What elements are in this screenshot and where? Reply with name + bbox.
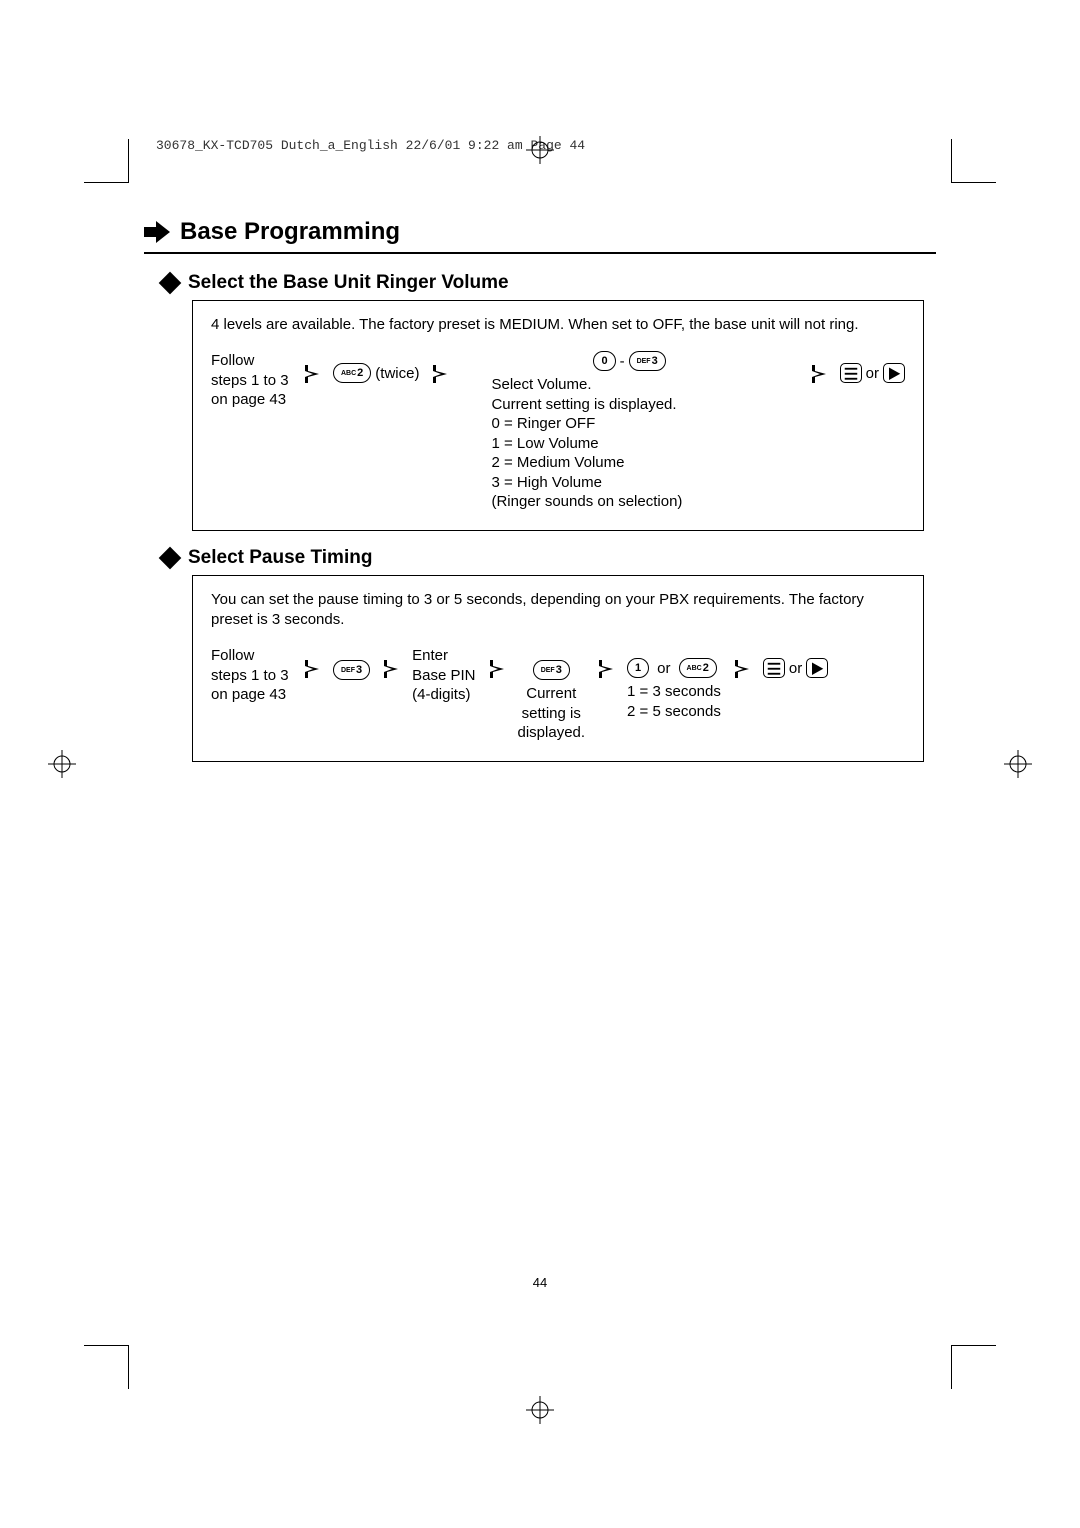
pointer-icon: [735, 660, 749, 678]
pointer-icon: [384, 660, 398, 678]
section-title-text: Select the Base Unit Ringer Volume: [188, 272, 509, 294]
key-0: 0: [593, 351, 615, 371]
print-slug: 30678_KX-TCD705 Dutch_a_English 22/6/01 …: [156, 138, 585, 153]
instruction-flow: Follow steps 1 to 3 on page 43 ABC2 (twi…: [211, 351, 905, 512]
crop-mark: [84, 1302, 128, 1346]
pointer-icon: [433, 365, 447, 383]
step-confirm: or: [763, 658, 828, 682]
crop-mark: [952, 1302, 996, 1346]
registration-mark-icon: [1004, 750, 1032, 778]
registration-mark-icon: [526, 136, 554, 164]
chapter-title-text: Base Programming: [180, 218, 400, 246]
pointer-icon: [305, 365, 319, 383]
menu-button-icon: [763, 658, 785, 678]
step-confirm: or: [840, 363, 905, 387]
diamond-icon: [159, 272, 182, 295]
section-box: 4 levels are available. The factory pres…: [192, 300, 924, 531]
step-key: DEF3 Current setting is displayed.: [518, 646, 586, 743]
step-enter-pin: Enter Base PIN (4-digits): [412, 646, 475, 705]
arrow-right-icon: [144, 221, 170, 243]
section-title: Select the Base Unit Ringer Volume: [162, 272, 936, 294]
pointer-icon: [812, 365, 826, 383]
key-abc2: ABC2: [333, 363, 371, 383]
page-frame: 30678_KX-TCD705 Dutch_a_English 22/6/01 …: [84, 132, 996, 1396]
step-key: DEF3: [333, 660, 370, 680]
diamond-icon: [159, 546, 182, 569]
step-prev: Follow steps 1 to 3 on page 43: [211, 646, 291, 705]
play-button-icon: [806, 658, 828, 678]
registration-mark-icon: [526, 1396, 554, 1424]
menu-button-icon: [840, 363, 862, 383]
play-button-icon: [883, 363, 905, 383]
step-prev: Follow steps 1 to 3 on page 43: [211, 351, 291, 410]
step-select-volume: 0 - DEF3 Select Volume. Current setting …: [491, 351, 797, 512]
key-def3: DEF3: [533, 660, 570, 680]
step-key: ABC2 (twice): [333, 363, 419, 387]
section-box: You can set the pause timing to 3 or 5 s…: [192, 575, 924, 762]
key-abc2: ABC2: [679, 658, 717, 678]
pointer-icon: [490, 660, 504, 678]
page-number: 44: [144, 1275, 936, 1290]
pointer-icon: [305, 660, 319, 678]
pointer-icon: [599, 660, 613, 678]
crop-mark: [952, 182, 996, 226]
section-title-text: Select Pause Timing: [188, 547, 372, 569]
chapter-title: Base Programming: [144, 218, 936, 254]
section-title: Select Pause Timing: [162, 547, 936, 569]
instruction-flow: Follow steps 1 to 3 on page 43 DEF3 Ente…: [211, 646, 905, 743]
key-def3: DEF3: [333, 660, 370, 680]
registration-mark-icon: [48, 750, 76, 778]
step-select-option: 1 or ABC2 1 = 3 seconds 2 = 5 seconds: [627, 646, 721, 721]
section-intro: 4 levels are available. The factory pres…: [211, 315, 905, 335]
page-body: Base Programming Select the Base Unit Ri…: [144, 218, 936, 1310]
key-1: 1: [627, 658, 649, 678]
crop-mark: [84, 182, 128, 226]
section-intro: You can set the pause timing to 3 or 5 s…: [211, 590, 905, 631]
key-def3: DEF3: [629, 351, 666, 371]
